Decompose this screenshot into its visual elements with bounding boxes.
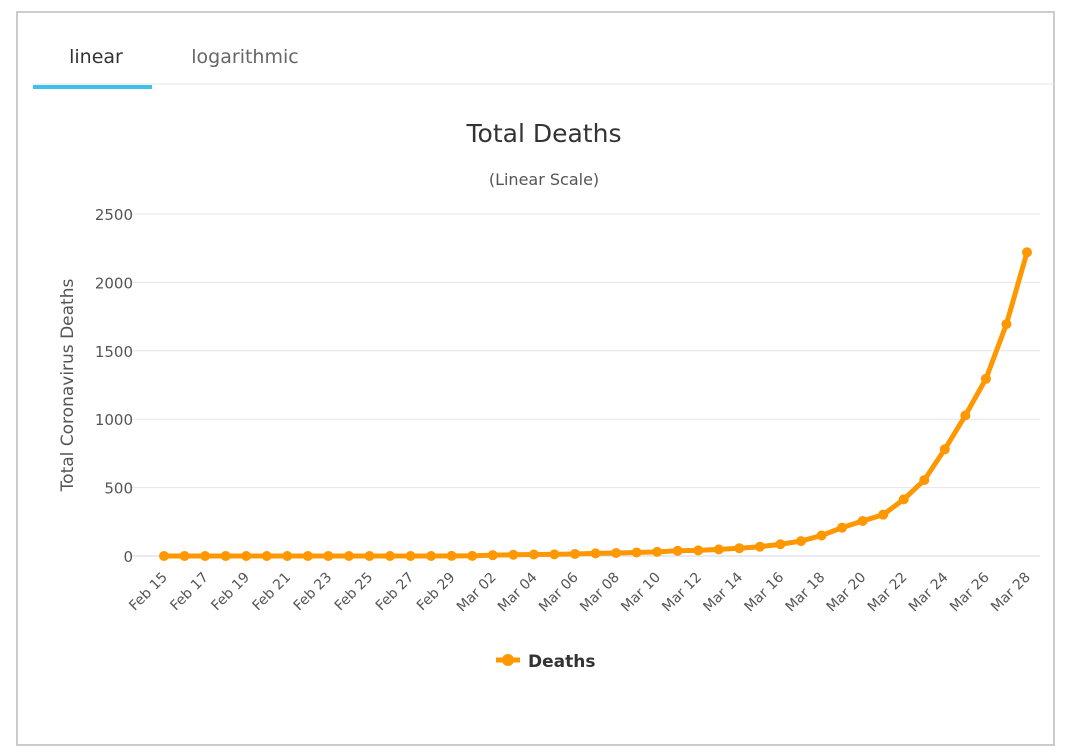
y-tick-label: 500 xyxy=(104,480,133,498)
frame xyxy=(16,11,1055,746)
data-point xyxy=(816,530,827,541)
data-point xyxy=(1022,247,1032,258)
data-point xyxy=(549,549,560,560)
tab[interactable]: linear xyxy=(69,46,123,68)
data-point xyxy=(795,536,806,547)
data-point xyxy=(960,410,971,421)
data-point xyxy=(980,373,991,384)
data-point xyxy=(261,551,272,561)
data-point xyxy=(754,541,765,552)
data-point xyxy=(775,539,786,550)
data-point xyxy=(611,547,622,558)
data-point xyxy=(282,551,293,561)
y-tick-label: 2000 xyxy=(95,274,133,292)
data-point xyxy=(919,475,930,486)
data-point xyxy=(939,444,950,455)
data-point xyxy=(200,551,211,561)
data-point xyxy=(220,551,231,561)
data-point xyxy=(343,551,354,561)
active-tab-underline xyxy=(33,85,152,89)
data-point xyxy=(734,543,745,554)
data-point xyxy=(426,551,437,561)
data-point xyxy=(364,551,375,561)
chart-title: Total Deaths xyxy=(466,119,622,148)
data-point xyxy=(159,551,169,561)
data-point xyxy=(652,546,663,557)
data-point xyxy=(631,547,642,558)
data-point xyxy=(179,551,190,561)
legend-marker xyxy=(502,654,514,666)
data-point xyxy=(385,551,396,561)
tab[interactable]: logarithmic xyxy=(191,46,298,68)
y-tick-label: 0 xyxy=(123,548,133,566)
data-point xyxy=(857,515,868,526)
data-point xyxy=(467,550,478,561)
y-tick-label: 1500 xyxy=(95,343,133,361)
data-point xyxy=(241,551,252,561)
data-point xyxy=(487,550,498,561)
data-point xyxy=(302,551,313,561)
data-point xyxy=(672,545,683,556)
data-point xyxy=(323,551,334,561)
chart-subtitle: (Linear Scale) xyxy=(489,170,599,189)
data-point xyxy=(446,550,457,561)
data-point xyxy=(405,551,416,561)
data-point xyxy=(878,509,889,520)
data-point xyxy=(837,522,848,533)
y-tick-label: 2500 xyxy=(95,206,133,224)
legend-label: Deaths xyxy=(528,652,595,672)
data-point xyxy=(590,548,601,559)
data-point xyxy=(528,549,539,560)
data-point xyxy=(508,549,519,560)
y-tick-label: 1000 xyxy=(95,411,133,429)
y-axis-label: Total Coronavirus Deaths xyxy=(58,279,78,493)
data-point xyxy=(1001,319,1012,330)
data-point xyxy=(898,494,909,505)
data-point xyxy=(693,545,704,556)
data-point xyxy=(713,544,724,555)
data-point xyxy=(569,548,580,559)
